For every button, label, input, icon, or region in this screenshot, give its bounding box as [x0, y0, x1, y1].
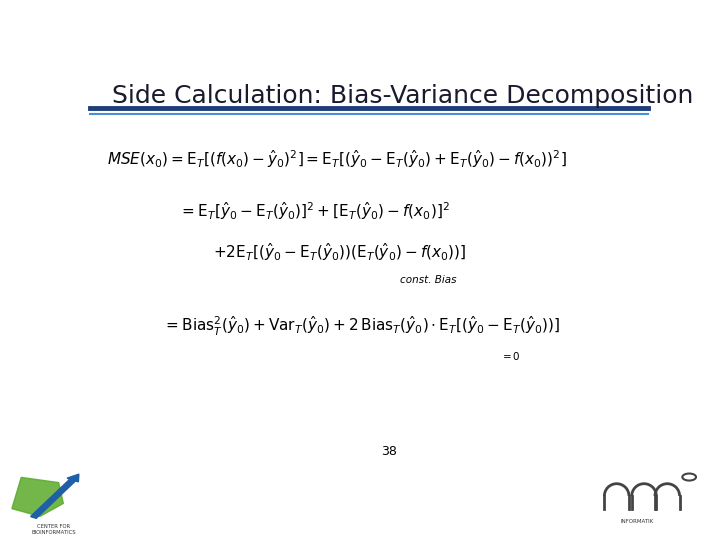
- Text: $= \mathrm{E}_T[\hat{y}_0 - \mathrm{E}_T(\hat{y}_0)]^2 + [\mathrm{E}_T(\hat{y}_0: $= \mathrm{E}_T[\hat{y}_0 - \mathrm{E}_T…: [179, 200, 450, 222]
- Text: Side Calculation: Bias-Variance Decomposition: Side Calculation: Bias-Variance Decompos…: [112, 84, 693, 107]
- Text: $MSE(x_0) = \mathrm{E}_T[(f(x_0) - \hat{y}_0)^2] = \mathrm{E}_T[(\hat{y}_0 - \ma: $MSE(x_0) = \mathrm{E}_T[(f(x_0) - \hat{…: [107, 148, 567, 170]
- Text: 38: 38: [381, 445, 397, 458]
- Text: const. Bias: const. Bias: [400, 275, 456, 285]
- FancyArrow shape: [30, 474, 79, 518]
- Text: $= \mathrm{Bias}_T^2(\hat{y}_0) + \mathrm{Var}_T(\hat{y}_0) + 2\,\mathrm{Bias}_T: $= \mathrm{Bias}_T^2(\hat{y}_0) + \mathr…: [163, 314, 560, 338]
- Text: $+ 2\mathrm{E}_T[(\hat{y}_0 - \mathrm{E}_T(\hat{y}_0))(\mathrm{E}_T(\hat{y}_0) -: $+ 2\mathrm{E}_T[(\hat{y}_0 - \mathrm{E}…: [213, 241, 466, 264]
- Text: CENTER FOR
BIOINFORMATICS: CENTER FOR BIOINFORMATICS: [32, 524, 76, 535]
- Polygon shape: [12, 477, 63, 516]
- Text: INFORMATIK: INFORMATIK: [621, 519, 654, 524]
- Text: $=0$: $=0$: [500, 349, 521, 362]
